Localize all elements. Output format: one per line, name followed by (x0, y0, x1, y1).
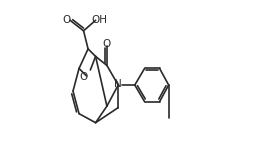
Text: O: O (79, 72, 88, 82)
Text: N: N (114, 79, 122, 89)
Text: O: O (103, 39, 111, 49)
Text: OH: OH (91, 15, 107, 24)
Text: O: O (62, 15, 71, 24)
